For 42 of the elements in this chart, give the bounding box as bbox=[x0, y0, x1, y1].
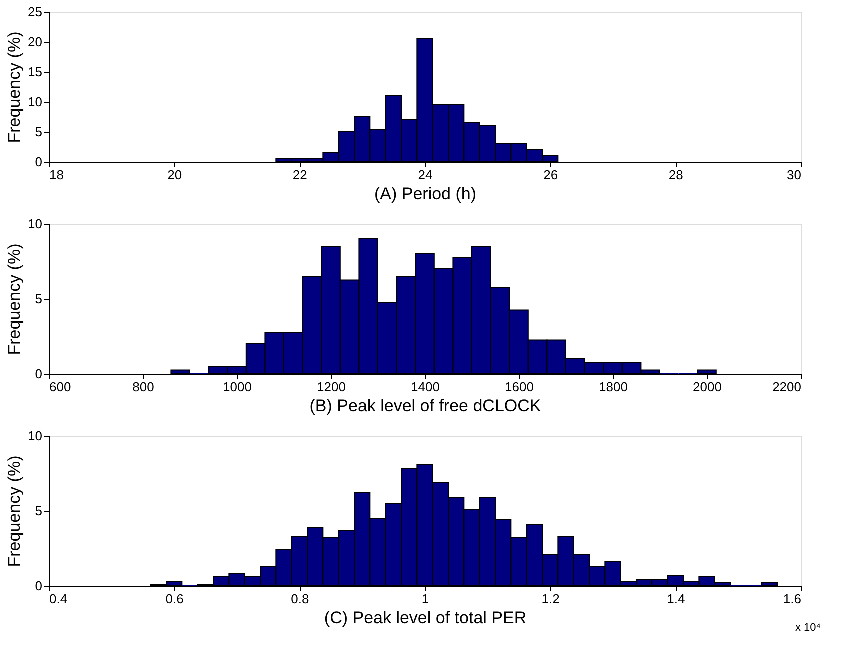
x-axis-title: (B) Peak level of free dCLOCK bbox=[310, 396, 542, 416]
x-tick-label: 1400 bbox=[411, 380, 440, 394]
y-axis-title: Frequency (%) bbox=[5, 244, 24, 356]
y-tick-label: 0 bbox=[35, 578, 42, 594]
x-tick-label: 28 bbox=[668, 168, 684, 182]
x-axis-title: (A) Period (h) bbox=[374, 184, 477, 204]
y-tick-label: 0 bbox=[35, 366, 42, 382]
x-tick-label: 18 bbox=[50, 168, 64, 182]
y-tick-label: 10 bbox=[28, 428, 42, 444]
text: x 10⁴ bbox=[795, 622, 822, 634]
y-tick-label: 5 bbox=[35, 292, 42, 306]
x-tick-label: 0.4 bbox=[50, 592, 68, 606]
x-tick-label: 1.6 bbox=[783, 592, 802, 606]
y-axis-title: Frequency (%) bbox=[5, 32, 24, 144]
x-tick-label: 0.6 bbox=[166, 592, 184, 606]
y-tick-label: 0 bbox=[35, 154, 42, 170]
x-tick-label: 24 bbox=[418, 168, 433, 182]
x-tick-label: 1800 bbox=[599, 380, 628, 394]
x-tick-label: 26 bbox=[544, 168, 558, 182]
x-tick-label: 1600 bbox=[505, 380, 534, 394]
x-tick-label: 1.2 bbox=[542, 592, 560, 606]
x-tick-label: 1200 bbox=[317, 380, 346, 394]
y-tick-label: 15 bbox=[28, 64, 42, 80]
y-tick-label: 10 bbox=[28, 94, 42, 110]
y-tick-label: 20 bbox=[28, 34, 42, 50]
y-tick-label: 5 bbox=[35, 124, 42, 140]
y-tick-label: 5 bbox=[35, 504, 42, 518]
x-tick-label: 1.4 bbox=[667, 592, 686, 606]
x-tick-label: 2200 bbox=[772, 380, 802, 394]
x-axis-title: (C) Peak level of total PER bbox=[324, 608, 527, 628]
y-axis-title: Frequency (%) bbox=[5, 456, 24, 568]
x-tick-label: 30 bbox=[787, 168, 802, 182]
x-tick-label: 1 bbox=[422, 592, 430, 606]
x-tick-label: 2000 bbox=[693, 380, 722, 394]
x-tick-label: 800 bbox=[132, 380, 154, 394]
x-tick-label: 1000 bbox=[223, 380, 252, 394]
y-tick-label: 25 bbox=[28, 4, 42, 20]
x-tick-label: 600 bbox=[50, 380, 72, 394]
x-tick-label: 0.8 bbox=[291, 592, 310, 606]
x-tick-label: 22 bbox=[292, 168, 308, 182]
y-tick-label: 10 bbox=[28, 216, 42, 232]
x-tick-label: 20 bbox=[168, 168, 182, 182]
